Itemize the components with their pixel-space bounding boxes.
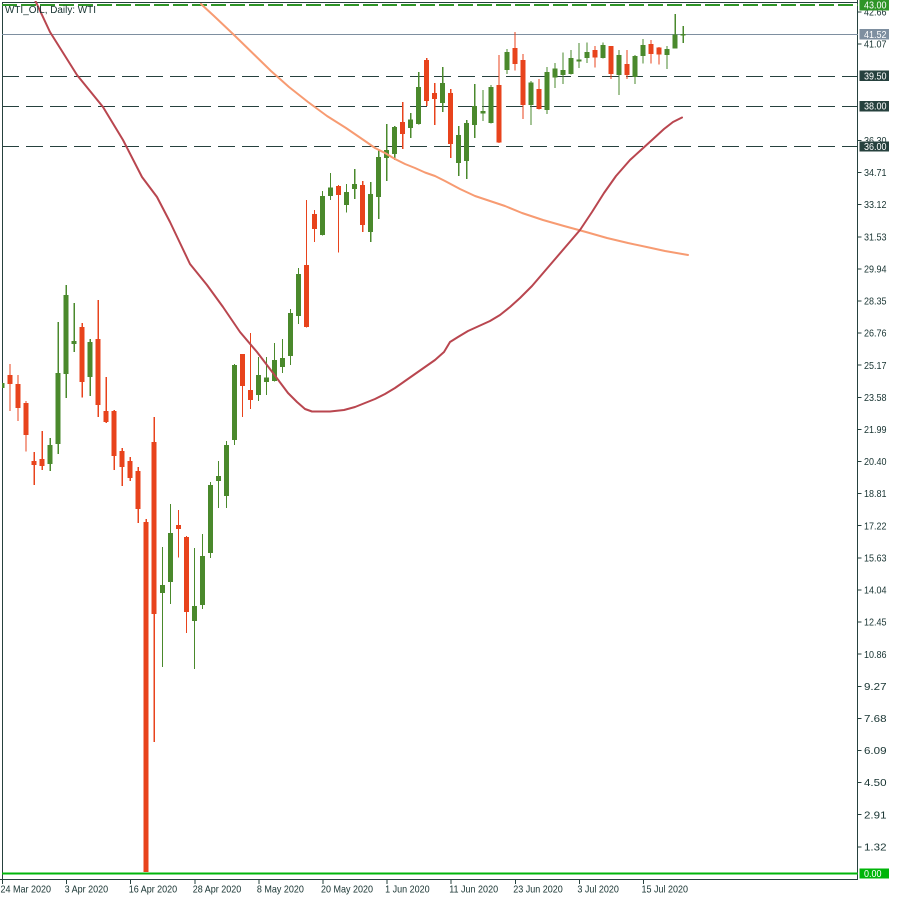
- svg-text:28 Apr 2020: 28 Apr 2020: [193, 884, 242, 896]
- svg-text:38.00: 38.00: [864, 101, 887, 113]
- svg-text:10.86: 10.86: [864, 649, 887, 661]
- svg-text:29.94: 29.94: [864, 264, 887, 276]
- svg-text:4.50: 4.50: [864, 777, 887, 789]
- svg-text:41.52: 41.52: [864, 29, 887, 41]
- svg-text:39.50: 39.50: [864, 70, 887, 82]
- svg-text:41.07: 41.07: [864, 39, 887, 51]
- svg-text:24 Mar 2020: 24 Mar 2020: [1, 884, 52, 896]
- svg-text:18.81: 18.81: [864, 488, 887, 500]
- svg-text:16 Apr 2020: 16 Apr 2020: [129, 884, 178, 896]
- svg-text:28.35: 28.35: [864, 296, 887, 308]
- svg-text:8 May 2020: 8 May 2020: [257, 884, 304, 896]
- svg-text:23 Jun 2020: 23 Jun 2020: [513, 884, 563, 896]
- svg-text:3 Apr 2020: 3 Apr 2020: [65, 884, 109, 896]
- svg-text:15 Jul 2020: 15 Jul 2020: [642, 884, 689, 896]
- svg-text:11 Jun 2020: 11 Jun 2020: [449, 884, 498, 896]
- svg-text:17.22: 17.22: [864, 520, 887, 532]
- svg-text:20.40: 20.40: [864, 456, 887, 468]
- svg-text:0.00: 0.00: [864, 868, 882, 880]
- svg-text:12.45: 12.45: [864, 617, 887, 629]
- svg-text:WTI_OIL, Daily: WTI: WTI_OIL, Daily: WTI: [5, 5, 96, 16]
- svg-text:34.71: 34.71: [864, 167, 887, 179]
- svg-text:2.91: 2.91: [864, 809, 887, 821]
- svg-text:31.53: 31.53: [864, 231, 887, 243]
- svg-text:14.04: 14.04: [864, 585, 887, 597]
- svg-text:43.00: 43.00: [864, 0, 887, 12]
- svg-text:26.76: 26.76: [864, 328, 887, 340]
- svg-text:9.27: 9.27: [864, 681, 887, 693]
- svg-text:20 May 2020: 20 May 2020: [321, 884, 373, 896]
- svg-text:21.99: 21.99: [864, 424, 887, 436]
- svg-text:36.00: 36.00: [864, 141, 887, 153]
- svg-text:3 Jul 2020: 3 Jul 2020: [577, 884, 619, 896]
- svg-text:15.63: 15.63: [864, 553, 887, 565]
- svg-text:23.58: 23.58: [864, 392, 887, 404]
- svg-text:1 Jun 2020: 1 Jun 2020: [385, 884, 430, 896]
- svg-text:7.68: 7.68: [864, 713, 887, 725]
- svg-text:25.17: 25.17: [864, 360, 887, 372]
- svg-text:1.32: 1.32: [864, 841, 887, 853]
- svg-text:6.09: 6.09: [864, 745, 887, 757]
- svg-text:33.12: 33.12: [864, 199, 887, 211]
